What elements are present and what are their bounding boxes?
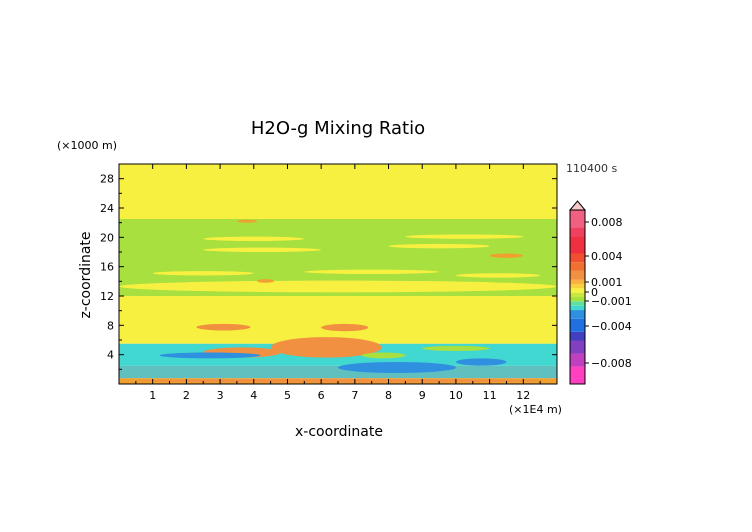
colorbar-segment <box>570 270 585 280</box>
colorbar-segment <box>570 283 585 289</box>
colorbar-segment <box>570 210 585 228</box>
colorbar-label: −0.008 <box>591 357 632 370</box>
colorbar-segment <box>570 331 585 341</box>
field-region-15 <box>159 352 261 359</box>
field-region-5 <box>455 273 541 278</box>
x-tick-label: 2 <box>183 389 190 402</box>
field-region-2 <box>119 280 557 293</box>
field-region-4 <box>304 269 440 274</box>
x-tick-label: 5 <box>284 389 291 402</box>
colorbar-segment <box>570 297 585 302</box>
x-unit-label: (×1E4 m) <box>509 403 562 416</box>
chart-title: H2O-g Mixing Ratio <box>251 118 425 139</box>
colorbar-extend-arrow <box>568 200 587 211</box>
colorbar-segment <box>570 279 585 284</box>
x-tick-label: 11 <box>483 389 497 402</box>
colorbar-label: −0.004 <box>591 320 632 333</box>
field-region-19 <box>422 345 490 351</box>
y-tick-label: 4 <box>107 349 114 362</box>
x-tick-label: 7 <box>351 389 358 402</box>
y-tick-label: 8 <box>107 319 114 332</box>
colorbar-segment <box>570 301 585 306</box>
x-tick-label: 3 <box>217 389 224 402</box>
field-layer-1 <box>119 365 557 379</box>
y-tick-label: 28 <box>100 173 114 186</box>
field-region-7 <box>388 243 490 249</box>
field-region-21 <box>236 219 258 223</box>
y-unit-label: (×1000 m) <box>57 139 117 152</box>
colorbar-segment <box>570 310 585 319</box>
colorbar-segment <box>570 340 585 354</box>
y-tick-label: 24 <box>100 202 114 215</box>
colorbar-segment <box>570 288 585 293</box>
time-label: 110400 s <box>566 162 617 175</box>
colorbar-label: 0.001 <box>591 276 623 289</box>
x-tick-label: 6 <box>318 389 325 402</box>
colorbar-segment <box>570 292 585 297</box>
colorbar-segment <box>570 262 585 271</box>
field-region-1 <box>354 299 524 311</box>
field-region-0 <box>169 305 288 315</box>
colorbar-segment <box>570 353 585 367</box>
field-region-11 <box>321 323 369 332</box>
field-layer-6 <box>119 164 557 219</box>
y-tick-label: 12 <box>100 290 114 303</box>
x-tick-label: 10 <box>449 389 463 402</box>
x-tick-label: 12 <box>516 389 530 402</box>
field-region-8 <box>203 236 305 241</box>
x-tick-label: 1 <box>149 389 156 402</box>
colorbar-segment <box>570 318 585 332</box>
y-tick-label: 16 <box>100 261 114 274</box>
x-axis-label: x-coordinate <box>295 424 383 440</box>
colorbar-label: 0.008 <box>591 216 623 229</box>
y-tick-label: 20 <box>100 231 114 244</box>
plot-area <box>119 164 557 384</box>
field-region-18 <box>361 352 406 359</box>
x-tick-label: 4 <box>250 389 257 402</box>
field-region-12 <box>270 337 382 358</box>
field-region-9 <box>405 234 524 239</box>
colorbar-segment <box>570 227 585 237</box>
field-region-20 <box>489 253 524 258</box>
colorbar-segment <box>570 253 585 263</box>
field-region-10 <box>196 323 251 331</box>
colorbar-label: 0 <box>591 286 598 299</box>
x-tick-label: 9 <box>419 389 426 402</box>
field-region-16 <box>338 362 456 373</box>
x-tick-label: 8 <box>385 389 392 402</box>
colorbar-segment <box>570 366 585 384</box>
colorbar-segment <box>570 236 585 254</box>
y-axis-label: z-coordinate <box>78 231 94 318</box>
field-region-17 <box>455 358 507 366</box>
field-region-3 <box>152 271 254 276</box>
field-region-22 <box>257 279 274 283</box>
colorbar-label: −0.001 <box>591 295 632 308</box>
colorbar-label: 0.004 <box>591 250 623 263</box>
field-region-6 <box>203 247 322 252</box>
colorbar-segment <box>570 305 585 311</box>
